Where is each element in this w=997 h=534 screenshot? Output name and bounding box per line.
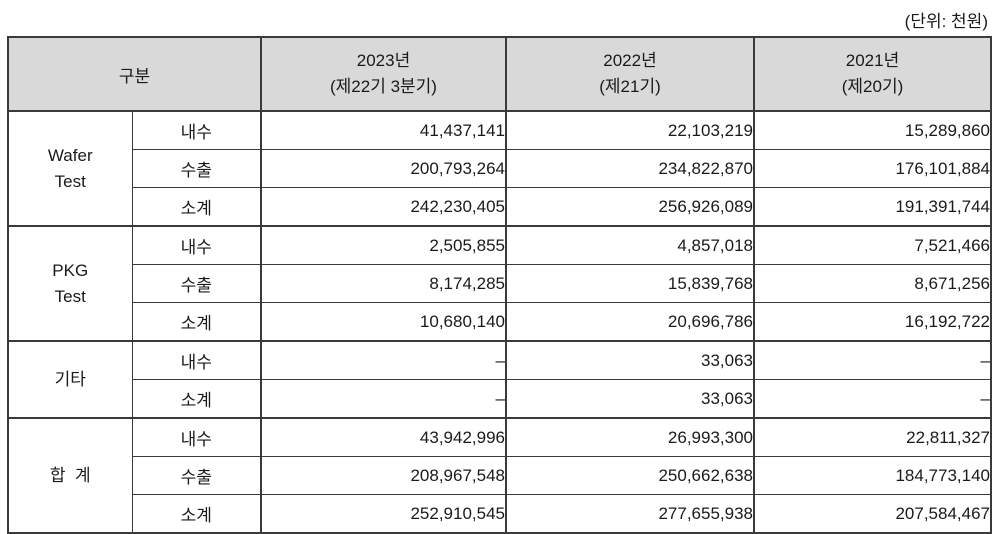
value-cell: 242,230,405 [260,187,507,227]
group-label-etc: 기타 [7,340,133,419]
value-cell: 8,671,256 [753,264,992,303]
value-cell: 191,391,744 [753,187,992,227]
header-year-line1: 2021년 [845,50,900,70]
table-row: 소계 10,680,140 20,696,786 16,192,722 [8,302,992,342]
value-cell: 16,192,722 [753,302,992,342]
value-cell: 26,993,300 [505,417,755,457]
row-label: 수출 [131,456,262,495]
value-cell: 250,662,638 [505,456,755,495]
value-cell: 234,822,870 [505,149,755,188]
revenue-by-segment-table: 구분 2023년 (제22기 3분기) 2022년 (제21기) 2021년 (… [7,36,992,534]
header-year-line1: 2022년 [603,50,657,70]
value-cell: 256,926,089 [505,187,755,227]
row-label: 내수 [131,110,262,150]
value-cell: 207,584,467 [753,494,992,534]
table-row: 수출 200,793,264 234,822,870 176,101,884 [8,149,992,188]
value-cell: 22,103,219 [505,110,755,150]
value-cell: – [260,340,507,380]
value-cell: 208,967,548 [260,456,507,495]
value-cell: 200,793,264 [260,149,507,188]
value-cell: 2,505,855 [260,225,507,265]
row-label: 소계 [131,379,262,419]
table-row: 기타 내수 – 33,063 – [7,340,992,419]
row-label: 수출 [131,149,262,188]
header-year-2023: 2023년 (제22기 3분기) [260,36,507,112]
value-cell: 252,910,545 [260,494,507,534]
header-year-line2: (제22기 3분기) [330,77,437,96]
value-cell: 22,811,327 [753,417,992,457]
group-label-pkg-test: PKG Test [7,225,133,342]
value-cell: 41,437,141 [260,110,507,150]
table-row: Wafer Test 내수 41,437,141 22,103,219 15,2… [7,110,992,227]
table-row: 소계 242,230,405 256,926,089 191,391,744 [8,187,992,227]
row-label: 내수 [131,417,262,457]
row-label: 소계 [131,494,262,534]
value-cell: 277,655,938 [505,494,755,534]
table-row: 소계 252,910,545 277,655,938 207,584,467 [8,494,992,534]
value-cell: – [753,340,992,380]
header-row: 구분 2023년 (제22기 3분기) 2022년 (제21기) 2021년 (… [7,36,992,112]
table-row: 수출 208,967,548 250,662,638 184,773,140 [8,456,992,495]
value-cell: 20,696,786 [505,302,755,342]
value-cell: 176,101,884 [753,149,992,188]
header-year-2021: 2021년 (제20기) [753,36,992,112]
value-cell: 184,773,140 [753,456,992,495]
value-cell: 10,680,140 [260,302,507,342]
value-cell: 4,857,018 [505,225,755,265]
row-label: 소계 [131,187,262,227]
value-cell: 8,174,285 [260,264,507,303]
unit-caption: (단위: 천원) [904,12,988,31]
value-cell: 15,289,860 [753,110,992,150]
header-year-line1: 2023년 [356,50,411,70]
header-year-line2: (제20기) [841,77,904,96]
group-label-wafer-test: Wafer Test [7,110,133,227]
value-cell: 7,521,466 [753,225,992,265]
row-label: 수출 [131,264,262,303]
table-row: 소계 – 33,063 – [8,379,992,419]
header-category: 구분 [7,36,262,112]
value-cell: 33,063 [505,340,755,380]
value-cell: – [260,379,507,419]
row-label: 내수 [131,225,262,265]
table-row: 수출 8,174,285 15,839,768 8,671,256 [8,264,992,303]
value-cell: 15,839,768 [505,264,755,303]
value-cell: – [753,379,992,419]
table-row: 합 계 내수 43,942,996 26,993,300 22,811,327 [7,417,992,534]
row-label: 내수 [131,340,262,380]
group-label-total: 합 계 [7,417,133,534]
table-row: PKG Test 내수 2,505,855 4,857,018 7,521,46… [7,225,992,342]
value-cell: 43,942,996 [260,417,507,457]
value-cell: 33,063 [505,379,755,419]
row-label: 소계 [131,302,262,342]
header-year-2022: 2022년 (제21기) [505,36,755,112]
header-year-line2: (제21기) [599,77,661,96]
